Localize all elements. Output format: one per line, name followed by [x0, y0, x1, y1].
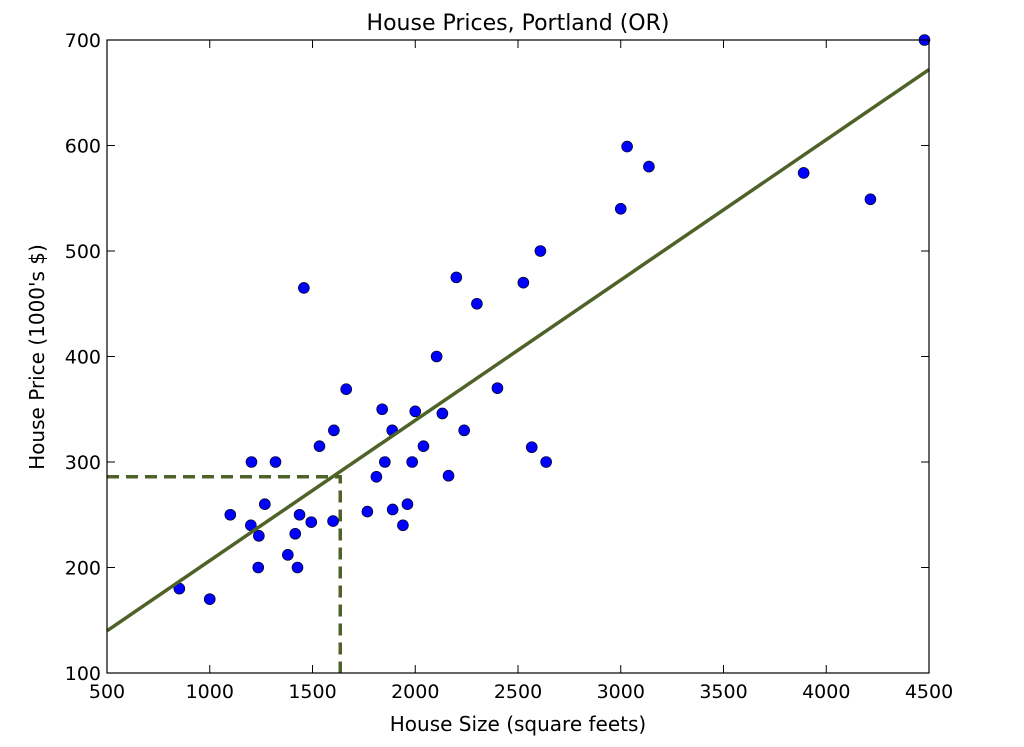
y-axis-title: House Price (1000's $)	[25, 244, 49, 470]
data-point	[430, 350, 443, 363]
y-tick-label: 300	[65, 452, 101, 474]
data-point	[471, 297, 483, 310]
x-tick-label: 500	[89, 681, 125, 703]
data-point	[203, 593, 216, 605]
data-point	[458, 424, 470, 437]
y-tick-label: 600	[65, 136, 101, 158]
plot-frame	[106, 39, 930, 674]
chart-title: House Prices, Portland (OR)	[367, 11, 670, 36]
data-point	[864, 193, 877, 206]
y-tick-label: 700	[65, 30, 101, 52]
data-point	[259, 498, 271, 511]
data-point	[224, 508, 237, 521]
x-axis-title: House Size (square feets)	[390, 712, 646, 736]
x-tick-label: 2000	[391, 681, 439, 703]
x-tick-label: 1000	[186, 681, 234, 703]
data-point	[417, 440, 430, 452]
data-point	[245, 456, 258, 468]
data-point	[401, 498, 414, 511]
data-point	[525, 441, 538, 454]
data-point	[534, 245, 547, 257]
x-tick-label: 3500	[699, 681, 747, 703]
data-point	[406, 456, 418, 468]
data-point	[340, 383, 353, 396]
data-point	[305, 516, 318, 528]
data-point	[517, 276, 530, 289]
data-point	[328, 424, 340, 437]
x-tick-label: 4000	[802, 681, 850, 703]
data-point	[293, 508, 306, 521]
x-tick-label: 3000	[597, 681, 645, 703]
data-point	[327, 515, 339, 527]
data-point	[409, 405, 422, 418]
y-tick-label: 100	[65, 663, 101, 685]
data-point	[361, 505, 374, 518]
data-point	[376, 403, 388, 416]
data-point	[253, 530, 265, 542]
data-point	[450, 271, 463, 284]
data-point	[436, 407, 449, 420]
plot-area: 500 1000 1500 2000 2500 3000 3500 4000 4500 100 20…	[65, 30, 953, 703]
y-tick-label: 200	[65, 558, 101, 580]
data-point	[540, 456, 552, 468]
data-point	[397, 519, 409, 532]
regression-line	[106, 68, 930, 633]
y-tick-label: 400	[65, 347, 101, 369]
data-point	[370, 470, 383, 483]
data-point	[282, 549, 294, 561]
x-tick-label: 1500	[288, 681, 336, 703]
data-point	[269, 456, 282, 468]
data-point	[797, 167, 810, 179]
data-point	[291, 561, 304, 574]
data-point	[442, 469, 455, 482]
data-point	[614, 203, 627, 215]
data-point	[298, 282, 310, 294]
data-point	[313, 440, 326, 452]
data-point	[379, 456, 391, 468]
data-point	[386, 503, 399, 516]
data-point	[289, 527, 302, 540]
x-tick-label: 2500	[494, 681, 542, 703]
y-tick-label: 500	[65, 241, 101, 263]
data-point	[621, 140, 633, 153]
dashed-guide-line	[107, 475, 342, 673]
data-point	[643, 160, 655, 173]
data-point	[491, 382, 504, 394]
x-tick-label: 4500	[905, 681, 953, 703]
data-point	[252, 561, 265, 574]
